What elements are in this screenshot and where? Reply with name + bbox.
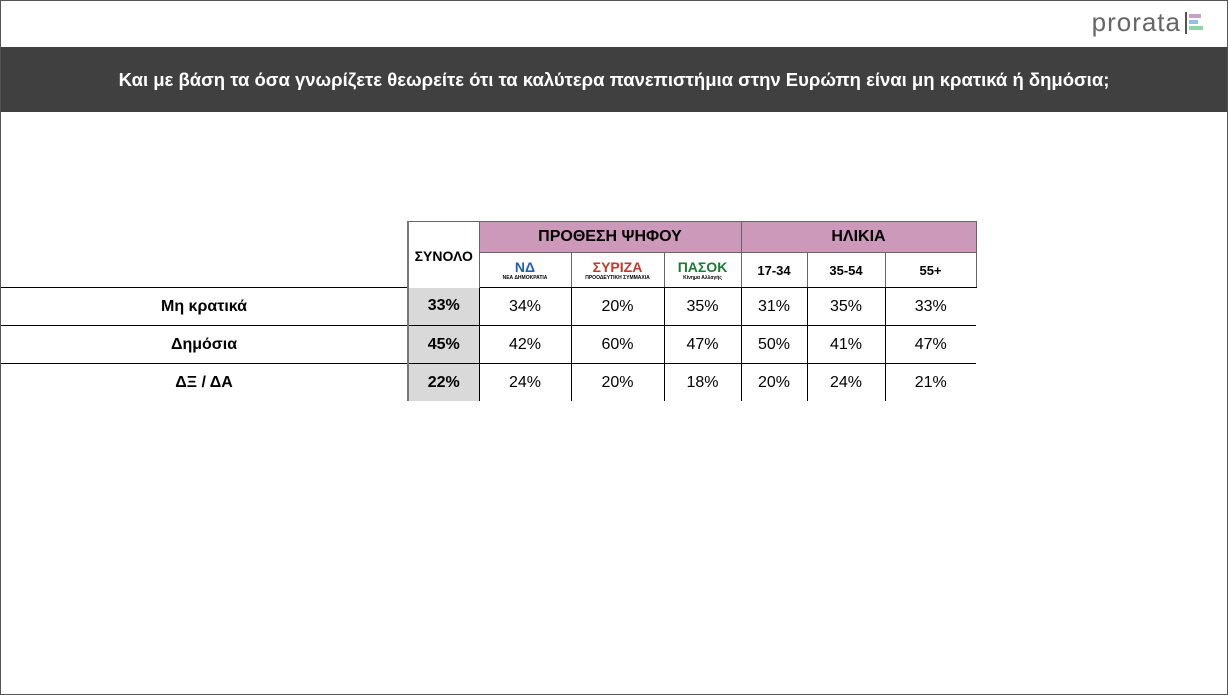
total-cell: 33% (407, 287, 479, 326)
party-logo: ΣΥΡΙΖΑ ΠΡΟΟΔΕΥΤΙΚΗ ΣΥΜΜΑΧΙΑ (572, 260, 664, 281)
value-cell: 33% (884, 287, 976, 326)
party-cell: ΠΑΣΟΚ Κίνημα Αλλαγής (663, 252, 742, 288)
header-row: ΣΥΝΟΛΟ ΠΡΟΘΕΣΗ ΨΗΦΟΥ ΗΛΙΚΙΑ (1, 221, 977, 288)
value-cell: 20% (570, 287, 664, 326)
row-label: Δημόσια (1, 325, 408, 364)
title: Και με βάση τα όσα γνωρίζετε θεωρείτε ότ… (118, 68, 1110, 90)
value-cell: 20% (740, 363, 807, 401)
data-row: ΔΞ / ΔΑ 22% 24% 20% 18% 20% 24% 21% (1, 363, 976, 401)
value-cell: 47% (663, 325, 741, 364)
group-header: ΠΡΟΘΕΣΗ ΨΗΦΟΥ (478, 221, 742, 253)
party-name: ΝΔ (514, 258, 536, 275)
value-cell: 24% (478, 363, 571, 401)
age-header: 55+ (884, 252, 977, 288)
total-cell: 22% (407, 363, 479, 401)
value-cell: 50% (740, 325, 807, 364)
empty-cell (1, 252, 408, 288)
row-label: Μη κρατικά (1, 287, 408, 326)
value-cell: 60% (570, 325, 664, 364)
brand-logo: prorata (1092, 7, 1205, 38)
party-logo: ΝΔ ΝΕΑ ΔΗΜΟΚΡΑΤΙΑ (480, 260, 571, 281)
party-name: ΣΥΡΙΖΑ (592, 258, 643, 275)
party-subtitle: Κίνημα Αλλαγής (683, 274, 722, 281)
party-subtitle: ΠΡΟΟΔΕΥΤΙΚΗ ΣΥΜΜΑΧΙΑ (585, 274, 650, 281)
total-header: ΣΥΝΟΛΟ (407, 221, 480, 288)
results-table: ΣΥΝΟΛΟ ΠΡΟΘΕΣΗ ΨΗΦΟΥ ΗΛΙΚΙΑ ΝΔ ΝΕΑ ΔΗΜΟΚΡ… (1, 221, 977, 401)
brand-name: prorata (1091, 7, 1181, 37)
party-name: ΠΑΣΟΚ (677, 258, 728, 275)
row-label: ΔΞ / ΔΑ (175, 373, 233, 391)
total-cell: 45% (407, 325, 479, 364)
empty-cell (1, 222, 408, 253)
value-cell: 31% (740, 287, 807, 326)
value-cell: 34% (478, 287, 571, 326)
subheader-row: ΝΔ ΝΕΑ ΔΗΜΟΚΡΑΤΙΑ ΣΥΡΙΖΑ ΠΡΟΟΔΕΥΤΙΚΗ ΣΥΜΜΑΧ… (1, 252, 977, 288)
brand-mark (1185, 11, 1203, 34)
party-logo: ΠΑΣΟΚ Κίνημα Αλλαγής (665, 260, 741, 281)
value-cell: 42% (478, 325, 571, 364)
title-band: Και με βάση τα όσα γνωρίζετε θεωρείτε ότ… (1, 47, 1227, 112)
value-cell: 47% (884, 325, 976, 364)
data-row: Δημόσια 45% 42% 60% 47% 50% 41% 47% (1, 325, 976, 364)
data-row: Μη κρατικά 33% 34% 20% 35% 31% 35% 33% (1, 287, 976, 326)
value-cell: 24% (806, 363, 885, 401)
party-cell: ΝΔ ΝΕΑ ΔΗΜΟΚΡΑΤΙΑ (478, 252, 572, 288)
party-cell: ΣΥΡΙΖΑ ΠΡΟΟΔΕΥΤΙΚΗ ΣΥΜΜΑΧΙΑ (570, 252, 665, 288)
value-cell: 41% (806, 325, 885, 364)
party-subtitle: ΝΕΑ ΔΗΜΟΚΡΑΤΙΑ (502, 274, 548, 281)
age-header: 35-54 (806, 252, 886, 288)
age-header: 17-34 (740, 252, 808, 288)
value-cell: 21% (884, 363, 976, 401)
value-cell: 35% (663, 287, 741, 326)
value-cell: 35% (806, 287, 885, 326)
value-cell: 18% (663, 363, 741, 401)
value-cell: 20% (570, 363, 664, 401)
group-header: ΗΛΙΚΙΑ (740, 221, 977, 253)
